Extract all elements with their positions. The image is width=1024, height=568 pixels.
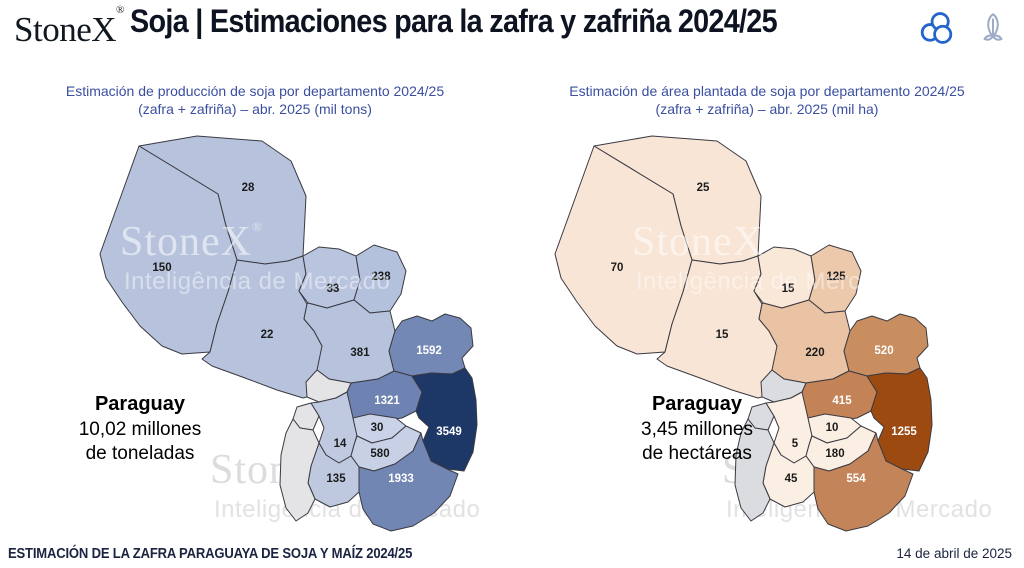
production-map-panel: Estimación de producción de soja por dep…	[20, 76, 490, 556]
footer-date: 14 de abril de 2025	[896, 546, 1012, 561]
region-value-label: 1321	[374, 395, 400, 407]
footer-report-title: ESTIMACIÓN DE LA ZAFRA PARAGUAYA DE SOJA…	[8, 546, 413, 562]
region-value-label: 15	[782, 283, 795, 295]
region-value-label: 415	[832, 395, 852, 407]
region-value-label: 1592	[416, 345, 442, 357]
map-region-boqueron	[554, 145, 693, 355]
map-region-itapua	[358, 432, 459, 532]
region-value-label: 3549	[436, 426, 462, 438]
stonex-logo: StoneX®	[14, 4, 124, 49]
area-map-title: Estimación de área plantada de soja por …	[532, 82, 1002, 119]
region-value-label: 1933	[388, 473, 414, 485]
region-value-label: 33	[327, 283, 340, 295]
map-region-neembucu	[279, 418, 320, 522]
registered-mark: ®	[116, 4, 124, 16]
country-label: Paraguay	[651, 393, 743, 415]
area-choropleth: 25 70 15 15 125 220 520 415 1255 5 10 180 45 554	[554, 135, 933, 532]
production-title-line2: (zafra + zafriña) – abr. 2025 (mil tons)	[138, 101, 372, 118]
region-value-label: 5	[792, 438, 799, 450]
region-value-label: 125	[826, 271, 846, 283]
header: StoneX® Soja | Estimaciones para la zafr…	[0, 0, 1024, 64]
map-region-itapua	[813, 432, 914, 532]
region-value-label: 520	[874, 345, 893, 357]
map-region-amambay	[353, 244, 407, 314]
map-region-concepcion	[298, 246, 361, 309]
region-value-label: 14	[334, 438, 347, 450]
production-choropleth: 28 150 22 33 238 381 1592 1321 3549 14 30 580 135 193…	[99, 135, 478, 532]
header-icons	[918, 10, 1008, 51]
area-total: 3,45 millones	[641, 418, 753, 440]
region-value-label: 45	[785, 473, 798, 485]
region-value-label: 1255	[891, 426, 917, 438]
area-title-line2: (zafra + zafriña) – abr. 2025 (mil ha)	[655, 101, 879, 118]
region-value-label: 70	[611, 262, 624, 274]
area-summary: Paraguay 3,45 millones de hectáreas	[587, 392, 807, 466]
country-label: Paraguay	[94, 393, 186, 415]
region-value-label: 150	[152, 262, 171, 274]
map-region-alto-parana	[866, 367, 933, 472]
region-value-label: 580	[370, 448, 389, 460]
region-value-label: 220	[805, 347, 824, 359]
region-value-label: 238	[371, 271, 391, 283]
soybean-icon	[918, 10, 956, 51]
region-value-label: 135	[326, 473, 346, 485]
region-value-label: 554	[846, 473, 866, 485]
production-title-line1: Estimación de producción de soja por dep…	[65, 83, 445, 99]
area-title-line1: Estimación de área plantada de soja por …	[569, 83, 965, 99]
region-value-label: 28	[242, 182, 255, 194]
map-region-amambay	[808, 244, 862, 314]
region-value-label: 22	[261, 329, 274, 341]
area-unit: de hectáreas	[642, 442, 752, 464]
corn-icon	[978, 11, 1008, 50]
production-total: 10,02 millones	[78, 418, 202, 440]
production-summary: Paraguay 10,02 millones de toneladas	[30, 392, 250, 466]
map-region-boqueron	[99, 145, 238, 355]
region-value-label: 30	[371, 422, 384, 434]
map-region-alto-parana	[411, 367, 478, 472]
production-map-title: Estimación de producción de soja por dep…	[20, 82, 490, 119]
map-region-neembucu	[734, 418, 775, 522]
region-value-label: 10	[826, 422, 839, 434]
area-map-panel: Estimación de área plantada de soja por …	[532, 76, 1002, 556]
page-title: Soja | Estimaciones para la zafra y zafr…	[130, 3, 778, 39]
region-value-label: 180	[825, 448, 844, 460]
map-region-concepcion	[753, 246, 816, 309]
region-value-label: 15	[716, 329, 729, 341]
production-unit: de toneladas	[85, 442, 195, 464]
region-value-label: 381	[350, 347, 370, 359]
region-value-label: 25	[697, 182, 710, 194]
